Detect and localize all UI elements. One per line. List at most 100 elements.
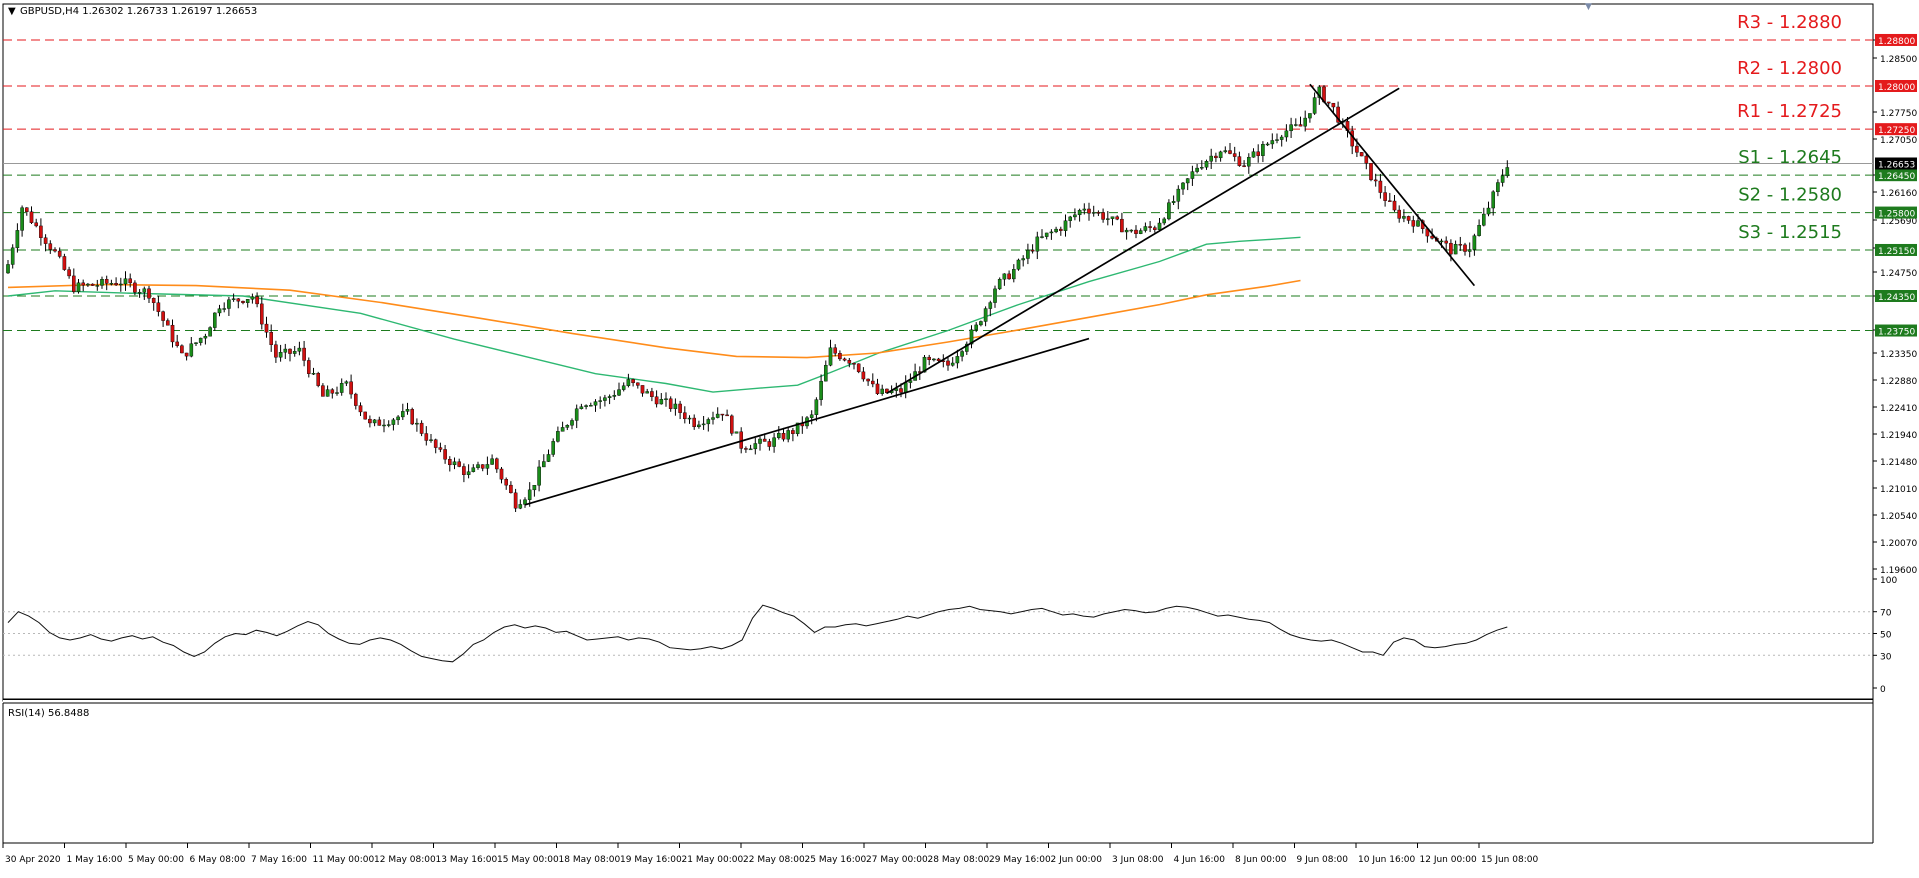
- time-label-8: 15 May 00:00: [497, 855, 559, 865]
- time-label-24: 15 Jun 08:00: [1481, 855, 1538, 865]
- scroll-marker-icon[interactable]: ▼: [1585, 2, 1592, 12]
- candle-198: [936, 357, 941, 362]
- candle-83: [396, 415, 400, 425]
- candle-231: [1091, 205, 1096, 217]
- candle-122: [579, 403, 584, 410]
- candle-103: [490, 454, 494, 465]
- candle-255: [1204, 159, 1209, 170]
- time-label-14: 27 May 00:00: [866, 855, 928, 865]
- rsi-tick-label-2: 50: [1880, 631, 1892, 641]
- candle-133: [631, 378, 635, 387]
- candle-141: [668, 396, 673, 412]
- candle-171: [809, 410, 814, 425]
- candle-210: [993, 285, 997, 308]
- time-label-10: 19 May 16:00: [620, 855, 682, 865]
- candle-16: [81, 279, 85, 292]
- level-tag-text-3: 1.26450: [1878, 172, 1915, 182]
- time-label-17: 2 Jun 00:00: [1051, 855, 1103, 865]
- candle-200: [946, 356, 950, 371]
- candle-293: [1383, 186, 1387, 207]
- candle-134: [636, 382, 640, 389]
- candle-197: [932, 358, 936, 362]
- candle-43: [208, 326, 212, 337]
- candle-249: [1176, 185, 1181, 210]
- candle-152: [720, 413, 725, 421]
- candle-289: [1364, 154, 1369, 170]
- candle-155: [734, 431, 739, 434]
- candle-173: [819, 374, 823, 406]
- candle-121: [574, 404, 579, 429]
- candle-36: [175, 334, 180, 348]
- candle-70: [335, 386, 339, 396]
- candle-224: [1058, 226, 1063, 236]
- candle-21: [104, 275, 109, 291]
- candle-240: [1134, 225, 1138, 239]
- candle-312: [1472, 233, 1477, 256]
- candle-211: [997, 277, 1002, 291]
- candle-201: [950, 357, 955, 367]
- candle-149: [706, 417, 711, 432]
- candle-218: [1030, 244, 1035, 254]
- candle-245: [1157, 218, 1162, 231]
- candle-260: [1228, 142, 1232, 155]
- candle-166: [786, 427, 790, 443]
- candle-227: [1073, 208, 1077, 221]
- candle-63: [302, 340, 306, 367]
- candle-219: [1035, 231, 1040, 260]
- level-tag-4: [1875, 206, 1917, 219]
- candle-153: [725, 409, 729, 417]
- candle-318: [1500, 169, 1505, 187]
- candle-308: [1453, 240, 1458, 255]
- candle-186: [880, 384, 884, 396]
- candle-221: [1044, 232, 1049, 240]
- candle-254: [1199, 160, 1204, 170]
- candle-283: [1336, 101, 1340, 125]
- candle-276: [1303, 110, 1307, 132]
- candle-165: [781, 427, 786, 442]
- candle-275: [1298, 116, 1303, 127]
- candle-94: [448, 456, 452, 472]
- candle-239: [1129, 229, 1134, 233]
- candle-57: [274, 340, 278, 363]
- price-tick-label-2: 1.27750: [1880, 109, 1917, 119]
- candle-39: [189, 336, 194, 358]
- candle-267: [1261, 141, 1265, 163]
- menu-triangle-icon[interactable]: ▼: [8, 6, 16, 17]
- candle-38: [184, 352, 189, 361]
- candle-208: [983, 306, 988, 327]
- candle-176: [833, 344, 837, 357]
- price-tick-label-13: 1.22410: [1880, 404, 1917, 414]
- candle-41: [198, 337, 203, 346]
- level-tag-5: [1875, 243, 1917, 256]
- candle-18: [90, 283, 95, 286]
- candle-268: [1265, 142, 1270, 147]
- candle-159: [753, 437, 758, 455]
- candle-49: [236, 298, 241, 309]
- candle-292: [1378, 173, 1383, 199]
- candle-229: [1082, 203, 1087, 215]
- candle-126: [598, 396, 602, 409]
- candle-117: [556, 426, 560, 443]
- candle-19: [95, 279, 100, 291]
- candle-72: [344, 380, 349, 387]
- candle-257: [1214, 152, 1218, 163]
- time-label-11: 21 May 00:00: [682, 855, 744, 865]
- candle-20: [100, 276, 104, 289]
- time-label-5: 11 May 00:00: [313, 855, 375, 865]
- candle-115: [546, 449, 551, 463]
- candle-294: [1387, 192, 1392, 202]
- candle-316: [1491, 190, 1495, 216]
- candle-273: [1289, 117, 1293, 138]
- candle-69: [330, 388, 335, 399]
- candle-59: [283, 343, 288, 359]
- candle-175: [828, 339, 833, 367]
- candle-225: [1063, 214, 1068, 237]
- candle-12: [62, 253, 67, 271]
- level-tag-text-5: 1.25150: [1878, 247, 1915, 257]
- candle-147: [697, 420, 701, 429]
- candle-66: [316, 371, 321, 388]
- candle-34: [165, 318, 170, 326]
- candle-17: [86, 282, 90, 287]
- candle-50: [241, 300, 245, 305]
- candle-247: [1167, 199, 1171, 221]
